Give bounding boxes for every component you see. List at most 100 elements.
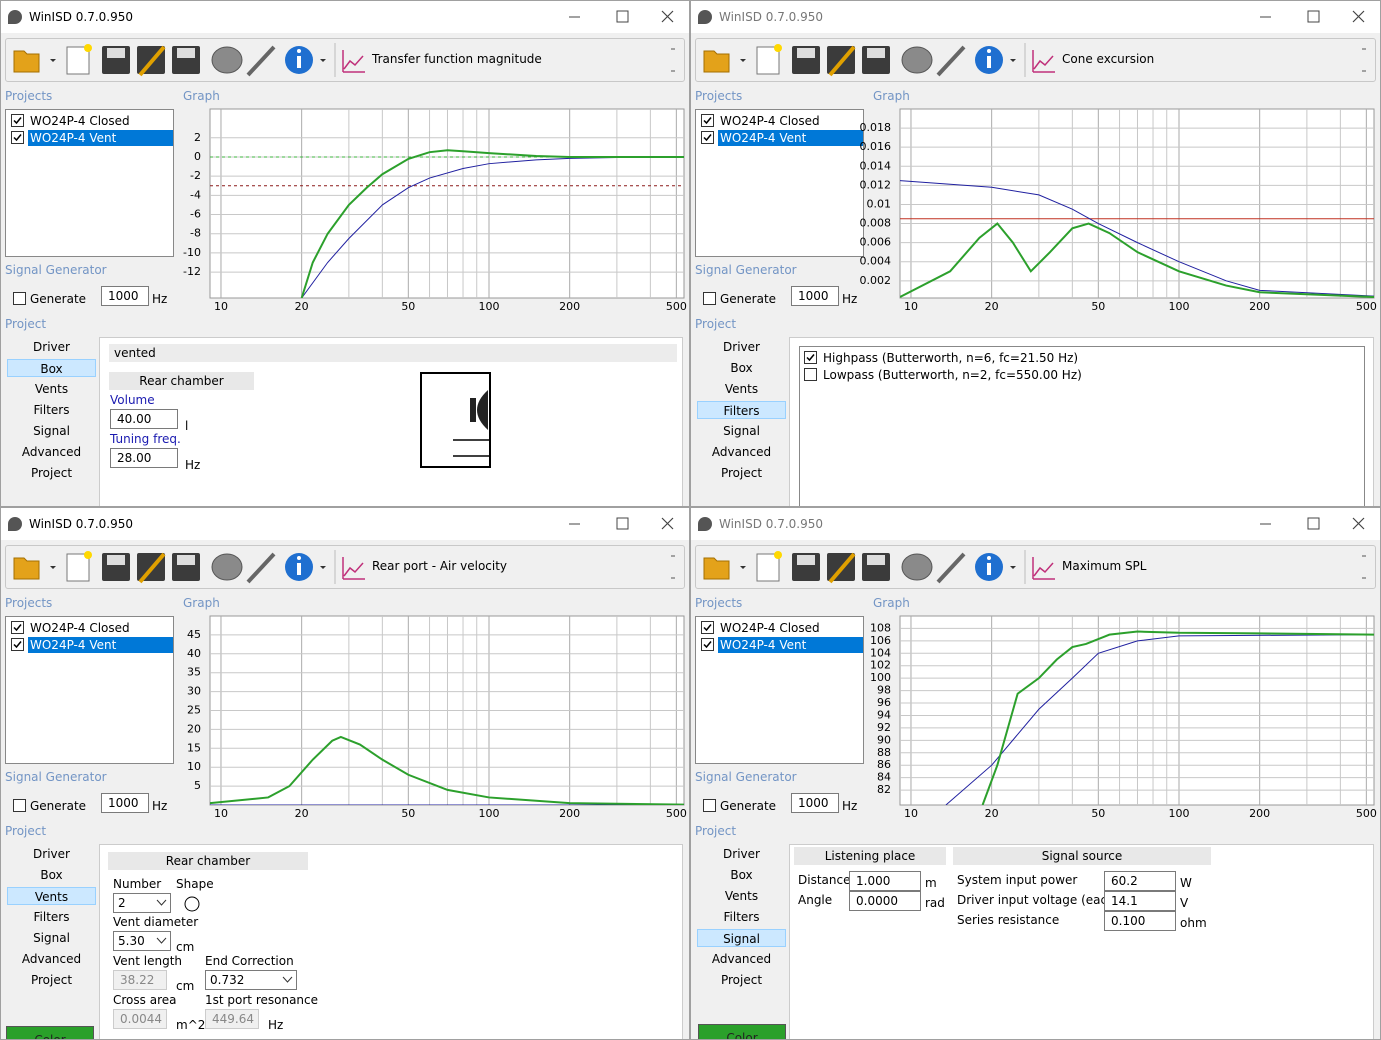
dropdown[interactable]: 5.30 — [113, 931, 171, 951]
y-tick-label: 94 — [877, 708, 891, 721]
dropdown[interactable]: 0.732 — [205, 970, 297, 990]
nav-item[interactable]: Box — [730, 361, 753, 375]
nav-item[interactable]: Driver — [723, 340, 760, 354]
filter-item[interactable]: Lowpass (Butterworth, n=2, fc=550.00 Hz) — [823, 368, 1082, 382]
nav-item[interactable]: Advanced — [21, 952, 82, 966]
color-button[interactable]: Color — [6, 1026, 94, 1039]
y-tick-label: -4 — [190, 188, 201, 201]
nav-item[interactable]: Filters — [723, 910, 760, 924]
nav-item[interactable]: Advanced — [711, 445, 772, 459]
nav-item[interactable]: Filters — [33, 910, 70, 924]
unit-label: cm — [176, 979, 195, 993]
checkbox[interactable] — [13, 292, 26, 305]
text-input[interactable]: 60.2 — [1104, 871, 1176, 891]
checkbox[interactable] — [701, 131, 714, 144]
text-input[interactable]: 0.100 — [1104, 911, 1176, 931]
project-item[interactable]: WO24P-4 Vent — [718, 637, 863, 653]
nav-item[interactable]: Filters — [697, 401, 786, 419]
nav-item[interactable]: Advanced — [711, 952, 772, 966]
x-tick-label: 50 — [401, 807, 415, 820]
nav-item[interactable]: Vents — [7, 887, 96, 905]
text-input[interactable]: 28.00 — [110, 448, 178, 468]
x-tick-label: 100 — [479, 807, 500, 820]
nav-item[interactable]: Advanced — [21, 445, 82, 459]
window-title: WinISD 0.7.0.950 — [719, 517, 824, 531]
window-controls — [1260, 517, 1365, 530]
info-glyph — [987, 56, 991, 68]
text-input[interactable]: 1.000 — [849, 871, 921, 891]
vent-symbol — [453, 439, 490, 457]
checkbox[interactable] — [13, 799, 26, 812]
text-input[interactable]: 0.0000 — [849, 891, 921, 911]
edit-pencil — [138, 552, 166, 584]
check-mark — [703, 624, 712, 632]
check-mark — [703, 117, 712, 125]
checkbox[interactable] — [703, 292, 716, 305]
check-mark — [13, 134, 22, 142]
y-tick-label: 88 — [877, 746, 891, 759]
dropdown-arrow — [156, 937, 167, 944]
y-tick-label: 100 — [870, 671, 891, 684]
project-item[interactable]: WO24P-4 Closed — [30, 114, 130, 128]
nav-item[interactable]: Signal — [33, 424, 70, 438]
nav-item[interactable]: Driver — [723, 847, 760, 861]
unit-label: Hz — [268, 1018, 284, 1032]
project-item[interactable]: WO24P-4 Vent — [28, 130, 173, 146]
nav-item[interactable]: Vents — [724, 382, 759, 396]
field-label: End Correction — [205, 954, 294, 968]
project-item[interactable]: WO24P-4 Vent — [28, 637, 173, 653]
y-tick-label: 0.018 — [860, 121, 892, 134]
color-button[interactable]: Color — [698, 1024, 786, 1039]
toolbar-grip — [671, 48, 675, 72]
checkbox[interactable] — [701, 114, 714, 127]
new-star — [774, 551, 782, 559]
text-input[interactable]: 1000 — [791, 286, 839, 306]
nav-item[interactable]: Vents — [34, 382, 69, 396]
nav-item[interactable]: Box — [40, 868, 63, 882]
checkbox[interactable] — [701, 621, 714, 634]
field-label: Cross area — [113, 993, 177, 1007]
nav-item[interactable]: Project — [720, 973, 763, 987]
text-input[interactable]: 40.00 — [110, 409, 178, 429]
settings-panel: Highpass (Butterworth, n=6, fc=21.50 Hz)… — [789, 337, 1374, 506]
toolbar-grip — [671, 48, 675, 72]
project-item[interactable]: WO24P-4 Vent — [718, 130, 863, 146]
nav-item[interactable]: Project — [30, 466, 73, 480]
checkbox[interactable] — [11, 131, 24, 144]
project-item[interactable]: WO24P-4 Closed — [720, 114, 820, 128]
checkbox[interactable] — [701, 638, 714, 651]
field-label: Volume — [110, 393, 155, 407]
toolbar-grip — [1362, 48, 1366, 72]
nav-item[interactable]: Project — [30, 973, 73, 987]
nav-item[interactable]: Signal — [697, 929, 786, 947]
checkbox[interactable] — [703, 799, 716, 812]
dropdown-arrow — [320, 566, 326, 569]
nav-item[interactable]: Signal — [33, 931, 70, 945]
nav-item[interactable]: Box — [7, 359, 96, 377]
nav-item[interactable]: Box — [730, 868, 753, 882]
nav-item[interactable]: Project — [720, 466, 763, 480]
project-item[interactable]: WO24P-4 Closed — [30, 621, 130, 635]
field-label: Angle — [798, 893, 833, 907]
checkbox[interactable] — [804, 368, 817, 381]
dropdown[interactable]: 2 — [113, 893, 171, 913]
y-tick-label: 82 — [877, 783, 891, 796]
open-icon — [13, 50, 40, 73]
nav-item[interactable]: Signal — [723, 424, 760, 438]
nav-item[interactable]: Driver — [33, 340, 70, 354]
text-input[interactable]: 1000 — [791, 793, 839, 813]
checkbox[interactable] — [11, 638, 24, 651]
text-input[interactable]: 1000 — [101, 286, 149, 306]
checkbox[interactable] — [11, 621, 24, 634]
checkbox[interactable] — [804, 351, 817, 364]
project-item[interactable]: WO24P-4 Closed — [720, 621, 820, 635]
nav-item[interactable]: Filters — [33, 403, 70, 417]
checkbox[interactable] — [11, 114, 24, 127]
maximize-button — [616, 517, 629, 530]
filter-item[interactable]: Highpass (Butterworth, n=6, fc=21.50 Hz) — [823, 351, 1079, 365]
field-label: Vent diameter — [113, 915, 199, 929]
text-input[interactable]: 14.1 — [1104, 891, 1176, 911]
nav-item[interactable]: Vents — [724, 889, 759, 903]
nav-item[interactable]: Driver — [33, 847, 70, 861]
text-input[interactable]: 1000 — [101, 793, 149, 813]
